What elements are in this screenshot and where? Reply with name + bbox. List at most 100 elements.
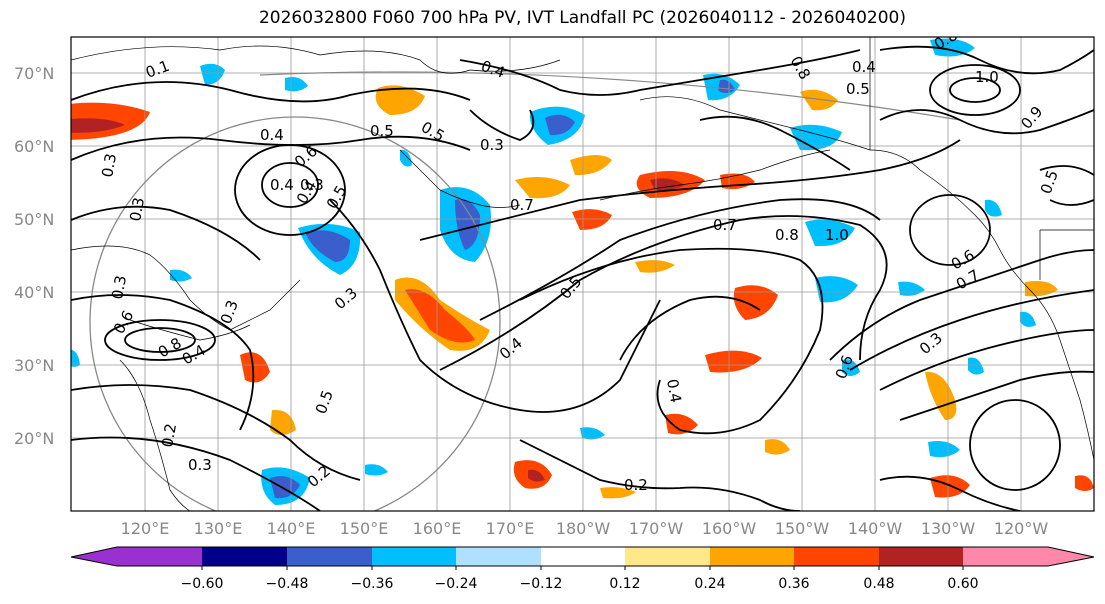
map-title: 2026032800 F060 700 hPa PV, IVT Landfall… (258, 8, 906, 28)
contour-label: 1.0 (825, 226, 849, 244)
positive-anomaly (600, 487, 636, 499)
negative-anomaly (985, 199, 1002, 217)
negative-anomaly (455, 199, 480, 250)
latitude-labels: 70°N 60°N 50°N 40°N 30°N 20°N (14, 64, 54, 448)
positive-anomaly (665, 413, 698, 435)
negative-anomaly (170, 269, 192, 282)
positive-anomaly (572, 209, 612, 230)
positive-anomaly (733, 285, 778, 320)
positive-anomaly (71, 118, 125, 133)
lon-label: 150°E (340, 519, 389, 538)
lat-label: 20°N (14, 429, 54, 448)
colorbar-segment (372, 547, 456, 566)
lat-label: 40°N (14, 283, 54, 302)
negative-anomaly (930, 38, 975, 57)
contour-label: 0.7 (713, 216, 737, 234)
shaded-anomalies (71, 38, 1094, 505)
lon-label: 130°E (194, 519, 243, 538)
colorbar-tick-label: −0.36 (351, 576, 394, 592)
colorbar-segment (541, 547, 625, 566)
colorbar-segment (456, 547, 541, 566)
positive-anomaly (635, 260, 675, 273)
longitude-labels: 120°E 130°E 140°E 150°E 160°E 170°E 180°… (121, 519, 1049, 538)
colorbar-tick-label: −0.60 (181, 576, 224, 592)
contour-label: 0.4 (270, 176, 294, 194)
colorbar-tick-label: 0.36 (778, 576, 809, 592)
contour-label: 0.3 (98, 152, 120, 179)
lon-label: 180°W (556, 519, 611, 538)
map-area: 0.1 0.4 0.5 0.3 0.4 0.3 0.5 0.3 0.4 0.6 … (71, 37, 1094, 511)
contour-label: 0.5 (370, 122, 394, 140)
lon-label: 170°E (486, 519, 535, 538)
negative-anomaly (545, 114, 575, 136)
colorbar-segment (287, 547, 372, 566)
contour-label: 0.3 (188, 456, 212, 474)
colorbar: −0.60 −0.48 −0.36 −0.24 −0.12 0.12 0.24 … (70, 546, 1095, 592)
negative-anomaly (365, 464, 388, 476)
negative-anomaly (200, 63, 225, 85)
negative-anomaly (842, 359, 860, 376)
negative-anomaly (400, 149, 412, 167)
positive-anomaly (800, 89, 838, 111)
positive-anomaly (240, 352, 270, 383)
graticule (71, 37, 1094, 511)
negative-anomaly (928, 441, 960, 458)
lon-label: 130°W (921, 519, 976, 538)
range-circle (89, 116, 501, 511)
contour-label: 0.7 (510, 196, 534, 214)
positive-anomaly (515, 176, 570, 199)
contour-label: 0.2 (624, 476, 648, 494)
contour-label: 0.2 (158, 422, 180, 449)
negative-anomaly (71, 349, 80, 367)
colorbar-tick-label: −0.24 (435, 576, 478, 592)
colorbar-tick-label: 0.12 (609, 576, 640, 592)
negative-anomaly (805, 219, 855, 247)
lon-label: 140°E (267, 519, 316, 538)
lat-label: 70°N (14, 64, 54, 83)
positive-anomaly (375, 85, 425, 115)
lon-label: 160°E (413, 519, 462, 538)
contour-label: 1.0 (975, 68, 999, 86)
colorbar-tick-label: 0.24 (694, 576, 725, 592)
negative-anomaly (790, 124, 842, 151)
pv-contours (71, 45, 1094, 511)
negative-anomaly (305, 230, 350, 262)
colorbar-tick-label: −0.12 (520, 576, 563, 592)
positive-anomaly (765, 439, 790, 455)
contour-label: 0.4 (663, 378, 685, 405)
negative-anomaly (580, 427, 605, 440)
negative-anomaly (815, 276, 858, 303)
positive-anomaly (528, 469, 545, 482)
lon-label: 160°W (702, 519, 757, 538)
colorbar-tick-label: 0.60 (947, 576, 978, 592)
colorbar-segment (202, 547, 287, 566)
colorbar-segment (71, 547, 117, 566)
colorbar-tick-label: 0.48 (863, 576, 894, 592)
contour-label: 0.8 (775, 226, 799, 244)
contour-label: 0.4 (260, 126, 284, 144)
colorbar-segment (625, 547, 710, 566)
lon-label: 120°E (121, 519, 170, 538)
lat-label: 30°N (14, 356, 54, 375)
contour-label: 0.5 (846, 80, 870, 98)
lat-label: 60°N (14, 137, 54, 156)
colorbar-segment (710, 547, 794, 566)
positive-anomaly (570, 155, 612, 176)
contour-label: 0.3 (480, 136, 504, 154)
range-arc (259, 71, 961, 121)
negative-anomaly (968, 357, 984, 375)
lon-label: 150°W (775, 519, 830, 538)
contour-label: 0.3 (300, 176, 324, 194)
contour-label: 0.4 (852, 58, 876, 76)
colorbar-ticks (201, 566, 964, 570)
positive-anomaly (1075, 475, 1094, 491)
lon-label: 170°W (629, 519, 684, 538)
colorbar-segment (963, 547, 1048, 566)
colorbar-segment (879, 547, 963, 566)
contour-label: 0.3 (126, 196, 148, 223)
positive-anomaly (405, 289, 475, 343)
colorbar-segment (1048, 547, 1094, 566)
lon-label: 140°W (848, 519, 903, 538)
positive-anomaly (650, 178, 685, 191)
